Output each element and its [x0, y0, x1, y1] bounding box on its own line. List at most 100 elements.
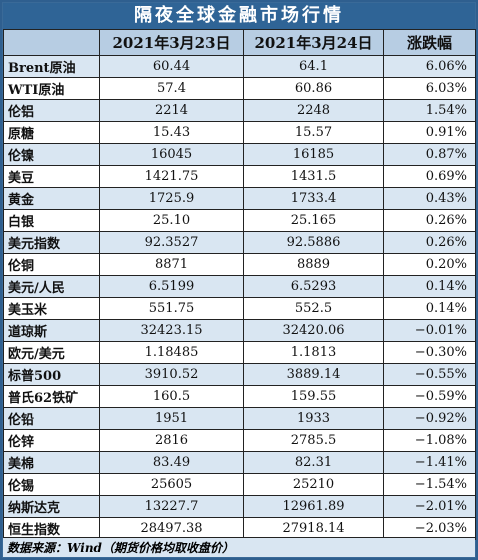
- row-change: −2.01%: [383, 495, 476, 518]
- row-value-day2: 8889: [243, 253, 384, 276]
- row-value-day2: 1.1813: [243, 341, 384, 364]
- row-value-day1: 32423.15: [99, 319, 244, 342]
- row-change: −1.08%: [383, 429, 476, 452]
- row-change: 1.54%: [383, 99, 476, 122]
- row-name: 伦铜: [3, 253, 100, 276]
- row-change: −0.55%: [383, 363, 476, 386]
- row-name: 道琼斯: [3, 319, 100, 342]
- row-name: 美豆: [3, 165, 100, 188]
- row-value-day1: 3910.52: [99, 363, 244, 386]
- row-value-day2: 2248: [243, 99, 384, 122]
- row-value-day2: 25210: [243, 473, 384, 496]
- row-value-day1: 551.75: [99, 297, 244, 320]
- table-row: 伦铅 1951 1933 −0.92%: [3, 407, 476, 430]
- source-note: 数据来源：Wind（期货价格均取收盘价）: [3, 537, 475, 557]
- row-value-day1: 2816: [99, 429, 244, 452]
- row-name: Brent原油: [3, 55, 100, 78]
- row-value-day1: 15.43: [99, 121, 244, 144]
- row-change: −0.59%: [383, 385, 476, 408]
- row-value-day2: 552.5: [243, 297, 384, 320]
- row-value-day1: 8871: [99, 253, 244, 276]
- row-value-day1: 2214: [99, 99, 244, 122]
- row-value-day1: 57.4: [99, 77, 244, 100]
- row-name: 标普500: [3, 363, 100, 386]
- table-row: 纳斯达克 13227.7 12961.89 −2.01%: [3, 495, 476, 518]
- row-value-day1: 25.10: [99, 209, 244, 232]
- row-change: 6.03%: [383, 77, 476, 100]
- table-row: 美元指数 92.3527 92.5886 0.26%: [3, 231, 476, 254]
- row-value-day2: 60.86: [243, 77, 384, 100]
- table-row: 伦锡 25605 25210 −1.54%: [3, 473, 476, 496]
- row-value-day2: 2785.5: [243, 429, 384, 452]
- row-name: 美元/人民: [3, 275, 100, 298]
- row-change: −0.92%: [383, 407, 476, 430]
- row-value-day1: 83.49: [99, 451, 244, 474]
- row-name: 美玉米: [3, 297, 100, 320]
- row-change: −1.54%: [383, 473, 476, 496]
- row-name: 美元指数: [3, 231, 100, 254]
- row-value-day2: 25.165: [243, 209, 384, 232]
- row-name: 纳斯达克: [3, 495, 100, 518]
- table-row: 伦镍 16045 16185 0.87%: [3, 143, 476, 166]
- row-name: 伦镍: [3, 143, 100, 166]
- row-value-day1: 16045: [99, 143, 244, 166]
- row-value-day1: 1421.75: [99, 165, 244, 188]
- row-change: 0.20%: [383, 253, 476, 276]
- row-value-day1: 60.44: [99, 55, 244, 78]
- table-row: 伦锌 2816 2785.5 −1.08%: [3, 429, 476, 452]
- table-row: 欧元/美元 1.18485 1.1813 −0.30%: [3, 341, 476, 364]
- table-row: 美棉 83.49 82.31 −1.41%: [3, 451, 476, 474]
- header-date-1: 2021年3月23日: [99, 29, 244, 56]
- row-name: 伦铅: [3, 407, 100, 430]
- row-value-day2: 12961.89: [243, 495, 384, 518]
- row-change: 0.69%: [383, 165, 476, 188]
- row-name: WTI原油: [3, 77, 100, 100]
- row-value-day2: 16185: [243, 143, 384, 166]
- table-row: 美玉米 551.75 552.5 0.14%: [3, 297, 476, 320]
- row-value-day1: 1951: [99, 407, 244, 430]
- table-row: 标普500 3910.52 3889.14 −0.55%: [3, 363, 476, 386]
- row-value-day1: 1725.9: [99, 187, 244, 210]
- row-name: 伦铝: [3, 99, 100, 122]
- row-value-day1: 1.18485: [99, 341, 244, 364]
- row-name: 普氏62铁矿: [3, 385, 100, 408]
- row-name: 伦锌: [3, 429, 100, 452]
- row-value-day2: 159.55: [243, 385, 384, 408]
- row-value-day1: 92.3527: [99, 231, 244, 254]
- row-name: 美棉: [3, 451, 100, 474]
- row-value-day1: 160.5: [99, 385, 244, 408]
- table-row: 美豆 1421.75 1431.5 0.69%: [3, 165, 476, 188]
- row-value-day2: 32420.06: [243, 319, 384, 342]
- row-name: 白银: [3, 209, 100, 232]
- row-name: 伦锡: [3, 473, 100, 496]
- table-row: 原糖 15.43 15.57 0.91%: [3, 121, 476, 144]
- header-name: [3, 29, 100, 56]
- row-change: 0.43%: [383, 187, 476, 210]
- table-row: 美元/人民 6.5199 6.5293 0.14%: [3, 275, 476, 298]
- table-row: 恒生指数 28497.38 27918.14 −2.03%: [3, 517, 476, 540]
- row-name: 原糖: [3, 121, 100, 144]
- row-change: 0.26%: [383, 231, 476, 254]
- table-row: WTI原油 57.4 60.86 6.03%: [3, 77, 476, 100]
- header-date-2: 2021年3月24日: [243, 29, 384, 56]
- row-name: 黄金: [3, 187, 100, 210]
- row-value-day1: 25605: [99, 473, 244, 496]
- row-change: 0.87%: [383, 143, 476, 166]
- row-value-day2: 15.57: [243, 121, 384, 144]
- table-row: 白银 25.10 25.165 0.26%: [3, 209, 476, 232]
- header-row: 2021年3月23日 2021年3月24日 涨跌幅: [3, 29, 476, 56]
- row-value-day1: 28497.38: [99, 517, 244, 540]
- row-value-day2: 1431.5: [243, 165, 384, 188]
- header-change: 涨跌幅: [383, 29, 476, 56]
- row-change: 6.06%: [383, 55, 476, 78]
- row-value-day2: 1933: [243, 407, 384, 430]
- row-change: −1.41%: [383, 451, 476, 474]
- market-table: 2021年3月23日 2021年3月24日 涨跌幅 Brent原油 60.44 64…: [3, 29, 476, 540]
- row-change: 0.91%: [383, 121, 476, 144]
- row-change: 0.26%: [383, 209, 476, 232]
- table-row: 伦铝 2214 2248 1.54%: [3, 99, 476, 122]
- row-value-day2: 82.31: [243, 451, 384, 474]
- row-change: 0.14%: [383, 297, 476, 320]
- table-row: 伦铜 8871 8889 0.20%: [3, 253, 476, 276]
